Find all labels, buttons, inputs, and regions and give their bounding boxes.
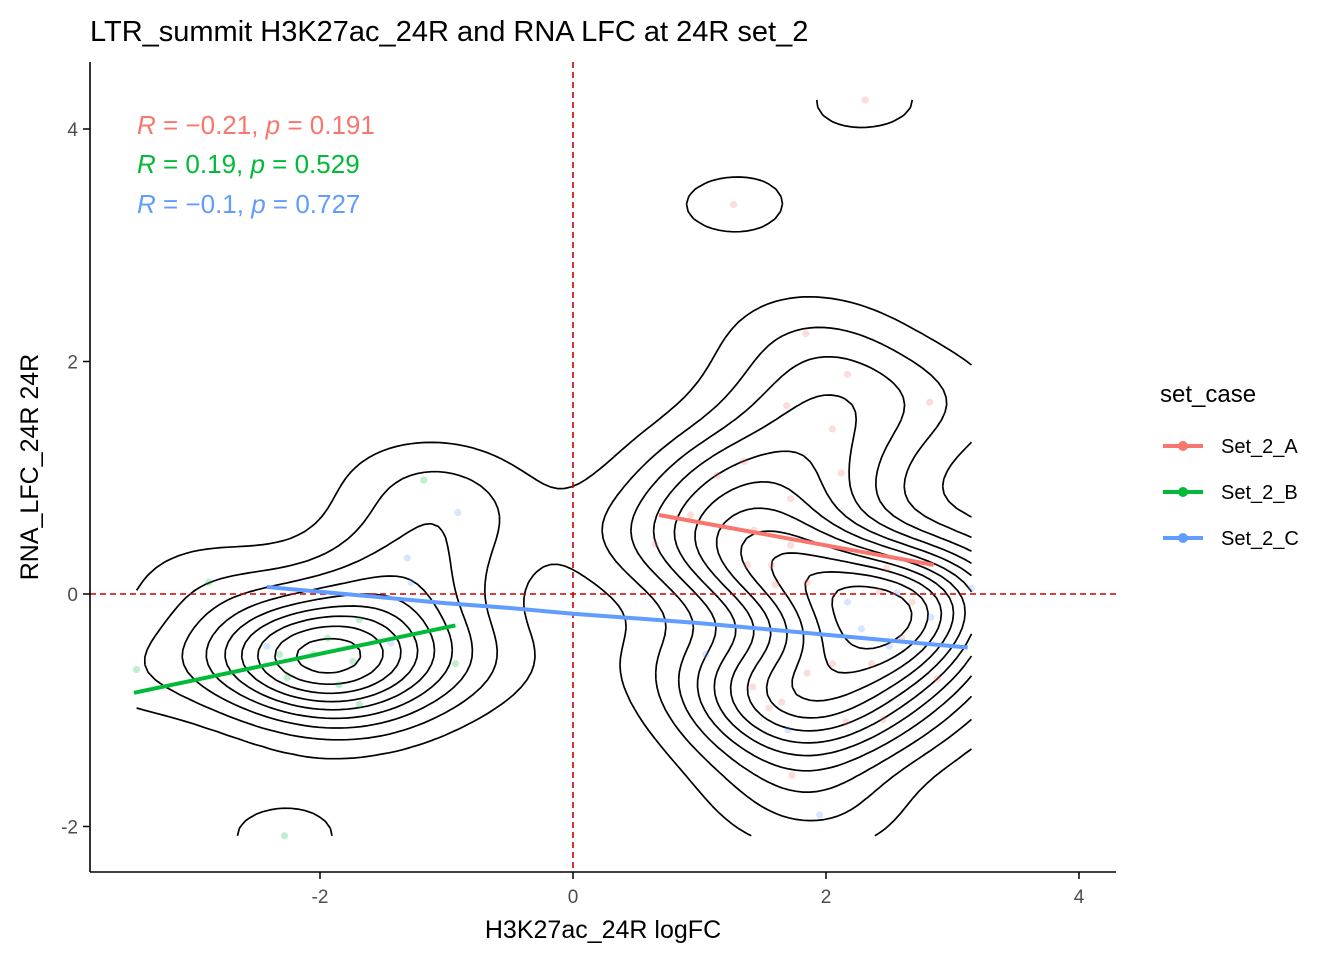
point-set-2-c-12 (702, 650, 710, 659)
legend-title: set_case (1160, 381, 1256, 408)
point-set-2-b-7 (451, 660, 459, 668)
contour-level-7 (256, 507, 966, 732)
point-set-2-a-21 (908, 598, 916, 606)
point-set-2-a-3 (843, 370, 852, 378)
point-set-2-b-8 (283, 674, 291, 682)
point-set-2-c-7 (857, 625, 866, 633)
point-set-2-a-31 (788, 771, 796, 779)
contour-level-6 (240, 481, 973, 744)
point-set-2-a-26 (749, 683, 757, 691)
scatter-points (132, 96, 976, 840)
point-set-2-c-6 (893, 589, 901, 597)
contour-level-5 (224, 450, 973, 757)
y-tick-label: -2 (61, 818, 78, 839)
point-set-2-c-10 (816, 811, 824, 819)
contour-level-10 (804, 571, 929, 674)
point-set-2-c-9 (784, 726, 792, 734)
point-set-2-c-2 (407, 578, 415, 586)
annotation-set-2-a: R = −0.21, p = 0.191 (137, 110, 375, 140)
point-set-2-c-5 (843, 598, 852, 606)
point-set-2-b-11 (280, 832, 289, 840)
axes (89, 62, 1116, 873)
x-tick-label: -2 (312, 887, 329, 908)
point-set-2-b-10 (355, 700, 363, 709)
point-set-2-a-28 (842, 718, 850, 726)
annotation-set-2-c: R = −0.1, p = 0.727 (137, 189, 360, 219)
point-set-2-a-1 (730, 200, 738, 209)
chart-title: LTR_summit H3K27ac_24R and RNA LFC at 24… (90, 16, 808, 48)
fit-line-set-2-c (266, 585, 968, 650)
point-set-2-a-24 (803, 669, 811, 677)
point-set-2-c-13 (967, 584, 976, 592)
point-set-2-a-6 (828, 425, 836, 433)
legend: set_case Set_2_A Set_2_B Set_2_C (1160, 381, 1299, 550)
fit-line-set-2-b (133, 623, 456, 695)
contour-level-9 (295, 552, 943, 702)
point-set-2-a-7 (740, 457, 748, 466)
point-set-2-b-9 (335, 681, 343, 689)
point-set-2-a-8 (713, 471, 721, 480)
point-set-2-a-23 (867, 660, 876, 668)
y-tick-label: 4 (67, 120, 78, 141)
point-set-2-a-15 (768, 561, 776, 569)
legend-key-point (1178, 487, 1188, 497)
point-set-2-a-27 (765, 704, 773, 712)
point-set-2-c-3 (263, 642, 271, 650)
annotation-set-2-b: R = 0.19, p = 0.529 (137, 149, 360, 179)
point-set-2-b-2 (132, 665, 141, 674)
point-set-2-a-2 (802, 330, 810, 338)
axis-ticks: -2 0 2 4 -2 0 2 4 (61, 120, 1085, 908)
point-set-2-a-17 (771, 581, 780, 589)
point-set-2-c-0 (454, 509, 462, 517)
point-set-2-b-1 (205, 578, 213, 586)
point-set-2-b-5 (323, 634, 332, 642)
legend-label-set-2-b: Set_2_B (1221, 482, 1298, 504)
point-set-2-a-29 (879, 715, 887, 724)
x-tick-label: 2 (821, 887, 832, 908)
point-set-2-a-30 (933, 675, 941, 683)
x-axis-title: H3K27ac_24R logFC (485, 916, 721, 944)
legend-keys: Set_2_A Set_2_B Set_2_C (1163, 436, 1299, 550)
point-set-2-b-4 (355, 615, 363, 624)
point-set-2-a-19 (883, 564, 891, 573)
legend-key-point (1178, 441, 1188, 451)
legend-key-point (1178, 533, 1188, 543)
point-set-2-a-14 (786, 541, 795, 549)
legend-label-set-2-a: Set_2_A (1221, 436, 1298, 458)
point-set-2-a-16 (743, 561, 752, 569)
density-contours (135, 99, 973, 837)
contour-level-1 (135, 99, 973, 837)
y-tick-label: 0 (67, 585, 78, 606)
point-set-2-c-11 (885, 642, 893, 650)
reference-lines (90, 62, 1116, 872)
y-tick-label: 2 (67, 353, 78, 374)
point-set-2-a-18 (803, 578, 811, 586)
point-set-2-a-10 (837, 469, 845, 477)
x-tick-label: 0 (568, 887, 579, 908)
point-set-2-a-25 (828, 660, 836, 668)
fit-line-set-2-a (658, 513, 934, 567)
x-tick-label: 4 (1074, 887, 1085, 908)
y-axis-title: RNA_LFC_24R 24R (16, 354, 44, 581)
point-set-2-b-6 (349, 657, 357, 666)
fit-lines (133, 513, 968, 695)
contour-level-3 (181, 355, 973, 793)
correlation-annotations: R = −0.21, p = 0.191 R = 0.19, p = 0.529… (137, 110, 375, 219)
point-set-2-c-8 (927, 613, 935, 621)
contour-level-4 (205, 394, 973, 772)
point-set-2-a-12 (651, 540, 659, 548)
point-set-2-a-4 (783, 402, 791, 410)
point-set-2-b-0 (420, 476, 428, 484)
point-set-2-a-32 (778, 698, 786, 706)
legend-label-set-2-c: Set_2_C (1221, 528, 1299, 550)
point-set-2-a-20 (875, 588, 883, 596)
point-set-2-a-9 (786, 495, 795, 503)
point-set-2-a-0 (861, 96, 869, 104)
point-set-2-b-3 (275, 650, 284, 659)
point-set-2-a-5 (926, 398, 934, 406)
point-set-2-a-11 (687, 511, 695, 519)
point-set-2-c-1 (403, 554, 411, 562)
